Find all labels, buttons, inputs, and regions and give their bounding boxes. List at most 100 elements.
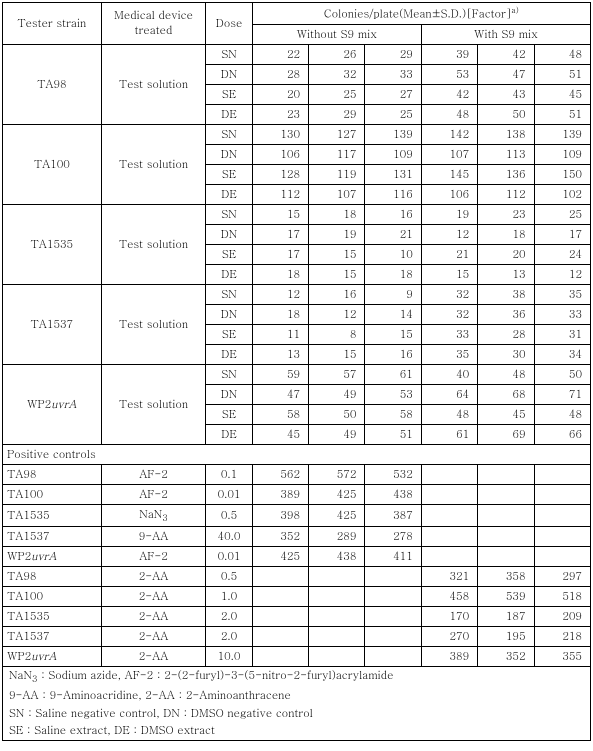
value-cell: 138 (478, 124, 534, 144)
pos-dose: 40.0 (206, 526, 252, 546)
value-cell: 532 (365, 464, 421, 484)
dose-cell: DE (206, 104, 252, 124)
value-cell: 25 (534, 204, 590, 224)
value-cell: 21 (365, 224, 421, 244)
value-cell: 25 (309, 84, 365, 104)
dose-cell: SN (206, 284, 252, 304)
value-cell: 45 (478, 404, 534, 424)
value-cell: 18 (478, 224, 534, 244)
pos-device: 2-AA (101, 606, 206, 626)
value-cell: 8 (309, 324, 365, 344)
value-cell: 19 (421, 204, 477, 224)
value-cell: 572 (309, 464, 365, 484)
dose-cell: SE (206, 324, 252, 344)
value-cell: 71 (534, 384, 590, 404)
dose-cell: SN (206, 364, 252, 384)
value-cell: 170 (421, 606, 477, 626)
hdr-strain: Tester strain (3, 3, 102, 45)
dose-cell: DE (206, 264, 252, 284)
value-cell: 20 (252, 84, 308, 104)
value-cell: 57 (309, 364, 365, 384)
dose-cell: SE (206, 164, 252, 184)
value-cell: 14 (365, 304, 421, 324)
value-cell: 411 (365, 546, 421, 566)
value-cell: 58 (365, 404, 421, 424)
value-cell: 42 (478, 44, 534, 64)
dose-cell: DE (206, 184, 252, 204)
value-cell: 28 (478, 324, 534, 344)
empty-cell (365, 606, 421, 626)
empty-cell (252, 606, 308, 626)
value-cell: 112 (252, 184, 308, 204)
value-cell: 107 (309, 184, 365, 204)
value-cell: 64 (421, 384, 477, 404)
value-cell: 45 (252, 424, 308, 444)
value-cell: 51 (365, 424, 421, 444)
value-cell: 15 (252, 204, 308, 224)
value-cell: 30 (478, 344, 534, 364)
value-cell: 35 (421, 344, 477, 364)
positive-controls-header: Positive controls (3, 444, 591, 464)
pos-dose: 0.5 (206, 504, 252, 526)
value-cell: 116 (365, 184, 421, 204)
value-cell: 17 (534, 224, 590, 244)
pos-dose: 2.0 (206, 606, 252, 626)
dose-cell: DN (206, 64, 252, 84)
pos-strain: TA1535 (3, 504, 102, 526)
value-cell: 131 (365, 164, 421, 184)
value-cell: 32 (421, 284, 477, 304)
value-cell: 40 (421, 364, 477, 384)
value-cell: 29 (365, 44, 421, 64)
value-cell: 43 (478, 84, 534, 104)
value-cell: 20 (478, 244, 534, 264)
empty-cell (534, 464, 590, 484)
empty-cell (478, 464, 534, 484)
pos-strain: WP2uvrA (3, 546, 102, 566)
dose-cell: SE (206, 404, 252, 424)
value-cell: 47 (478, 64, 534, 84)
value-cell: 39 (421, 44, 477, 64)
value-cell: 34 (534, 344, 590, 364)
value-cell: 19 (309, 224, 365, 244)
value-cell: 15 (421, 264, 477, 284)
pos-strain: TA100 (3, 484, 102, 504)
value-cell: 352 (478, 646, 534, 666)
value-cell: 195 (478, 626, 534, 646)
value-cell: 12 (309, 304, 365, 324)
pos-dose: 0.01 (206, 546, 252, 566)
value-cell: 425 (309, 484, 365, 504)
value-cell: 68 (478, 384, 534, 404)
pos-device: 2-AA (101, 586, 206, 606)
pos-device: 2-AA (101, 626, 206, 646)
value-cell: 518 (534, 586, 590, 606)
device-cell: Test solution (101, 44, 206, 124)
value-cell: 48 (534, 44, 590, 64)
empty-cell (252, 626, 308, 646)
value-cell: 66 (534, 424, 590, 444)
empty-cell (421, 464, 477, 484)
value-cell: 112 (478, 184, 534, 204)
value-cell: 13 (252, 344, 308, 364)
value-cell: 51 (534, 64, 590, 84)
value-cell: 50 (534, 364, 590, 384)
value-cell: 18 (252, 304, 308, 324)
value-cell: 15 (365, 324, 421, 344)
strain-cell: TA98 (3, 44, 102, 124)
empty-cell (365, 646, 421, 666)
value-cell: 136 (478, 164, 534, 184)
empty-cell (252, 586, 308, 606)
pos-strain: TA1535 (3, 606, 102, 626)
value-cell: 24 (534, 244, 590, 264)
value-cell: 113 (478, 144, 534, 164)
value-cell: 38 (478, 284, 534, 304)
value-cell: 13 (478, 264, 534, 284)
value-cell: 16 (365, 344, 421, 364)
value-cell: 109 (534, 144, 590, 164)
strain-cell: TA100 (3, 124, 102, 204)
value-cell: 26 (309, 44, 365, 64)
dose-cell: SN (206, 204, 252, 224)
value-cell: 150 (534, 164, 590, 184)
value-cell: 27 (365, 84, 421, 104)
value-cell: 321 (421, 566, 477, 586)
value-cell: 438 (309, 546, 365, 566)
